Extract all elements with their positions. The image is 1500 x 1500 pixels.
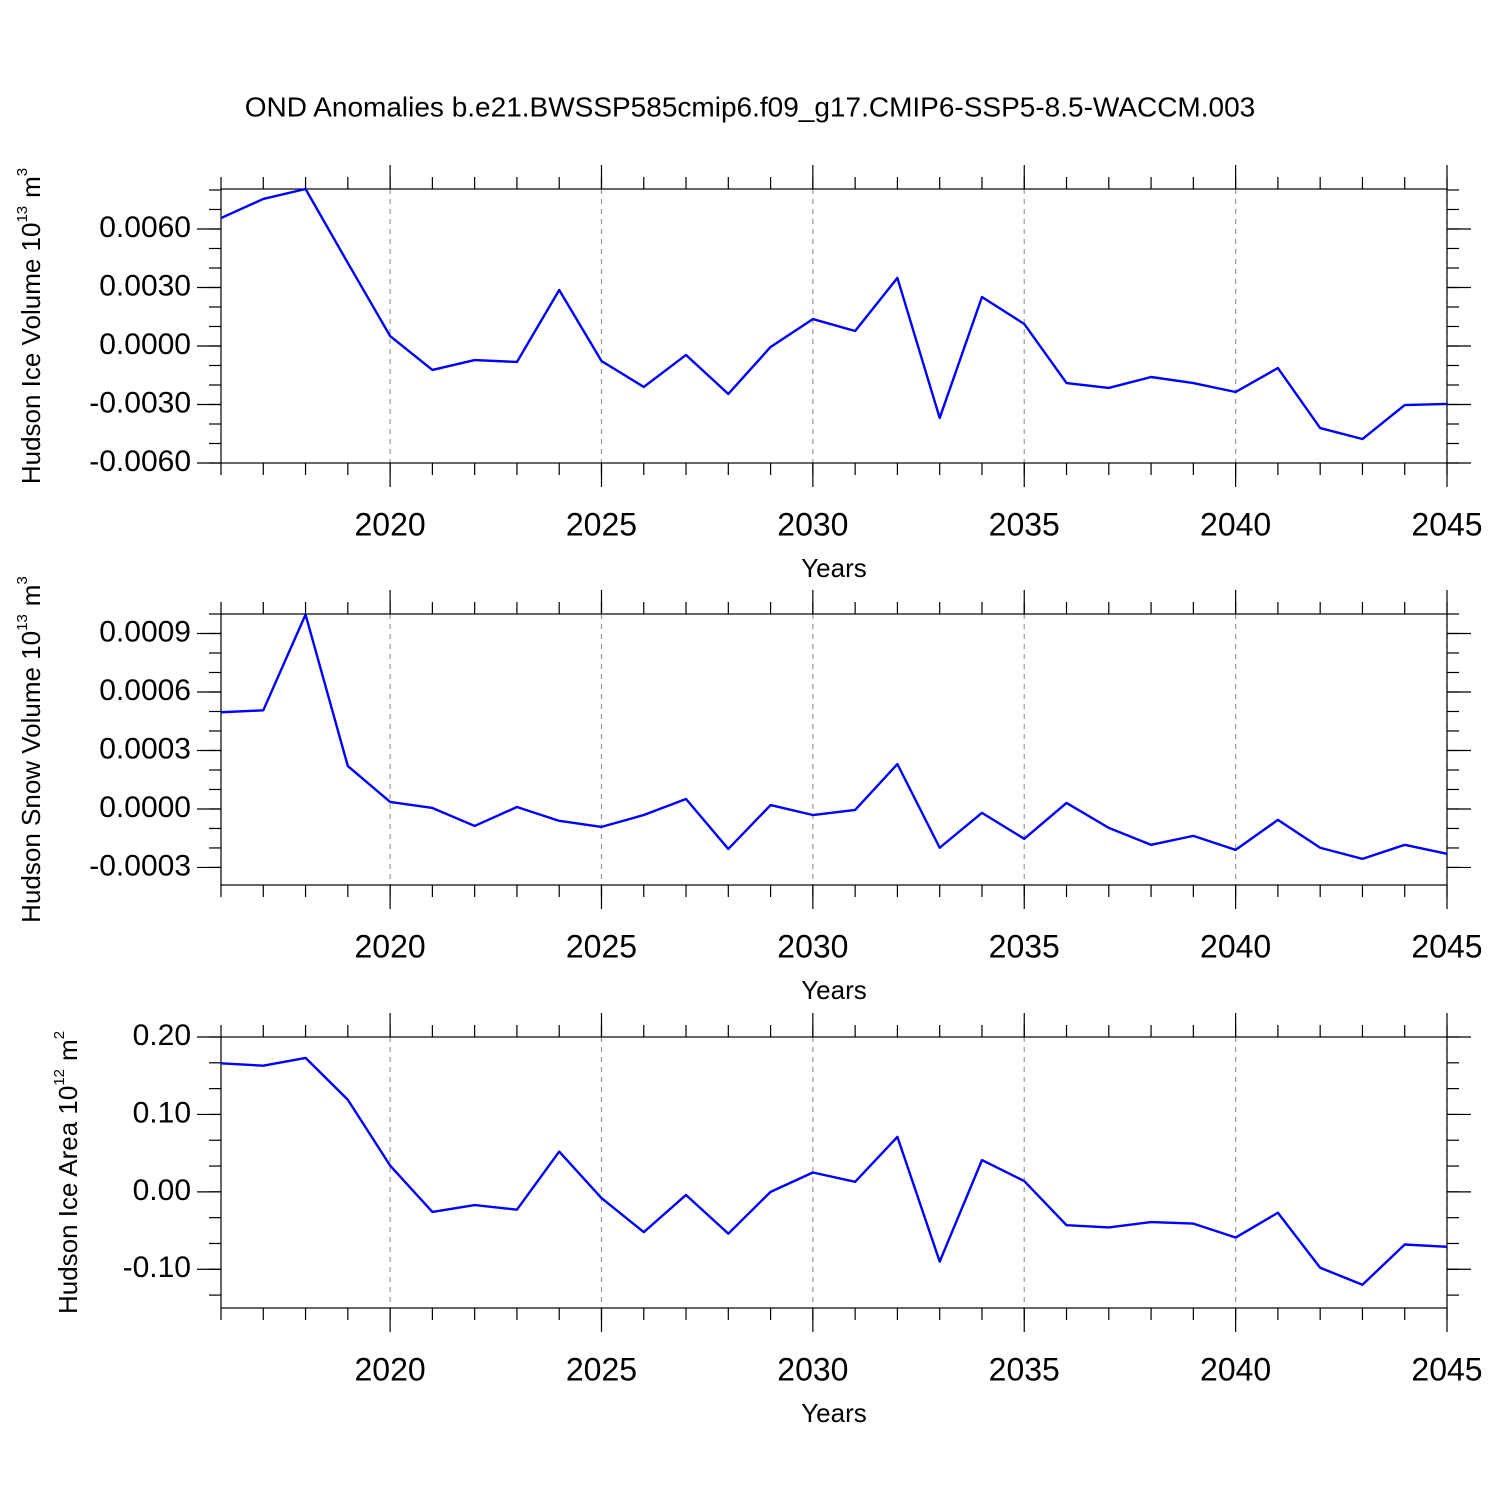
x-tick-label: 2040	[1200, 506, 1271, 542]
x-tick-label: 2030	[777, 506, 848, 542]
y-tick-label: 0.20	[133, 1019, 191, 1052]
x-tick-label: 2040	[1200, 1351, 1271, 1387]
y-axis-label-unit: m	[53, 1039, 83, 1061]
y-axis-label: Hudson Ice Area 1012 m2	[51, 1031, 83, 1314]
x-tick-label: 2020	[355, 506, 426, 542]
y-tick-label: 0.0006	[99, 674, 191, 707]
y-axis-label-text: Hudson Ice Volume 10	[16, 223, 46, 485]
y-tick-label: 0.0009	[99, 615, 191, 648]
x-axis-label: Years	[801, 1398, 867, 1428]
y-tick-label: -0.10	[123, 1251, 191, 1284]
x-tick-label: 2030	[777, 1351, 848, 1387]
y-tick-label: 0.0003	[99, 732, 191, 765]
x-tick-label: 2020	[355, 928, 426, 964]
y-tick-label: 0.0030	[99, 269, 191, 302]
y-tick-label: 0.0000	[99, 791, 191, 824]
data-line	[220, 187, 1448, 441]
y-axis-label-unit-exponent: 2	[51, 1031, 68, 1039]
x-axis-label: Years	[801, 553, 867, 583]
x-axis-label: Years	[801, 975, 867, 1005]
y-axis-label-text: Hudson Ice Area 10	[53, 1086, 83, 1314]
x-tick-label: 2025	[566, 1351, 637, 1387]
y-axis-label-unit: m	[16, 585, 46, 607]
y-axis-label: Hudson Ice Volume 1013 m3	[14, 168, 46, 484]
x-tick-label: 2035	[989, 1351, 1060, 1387]
y-axis-label-exponent: 13	[14, 206, 31, 223]
x-tick-label: 2040	[1200, 928, 1271, 964]
x-tick-label: 2035	[989, 506, 1060, 542]
y-axis-label-text: Hudson Snow Volume 10	[16, 631, 46, 923]
y-tick-label: 0.0000	[99, 328, 191, 361]
plot-frame	[220, 613, 1448, 886]
plot-frame	[220, 1036, 1448, 1309]
y-axis-label-unit: m	[16, 176, 46, 198]
y-axis-label-exponent: 12	[51, 1069, 68, 1086]
y-tick-label: 0.00	[133, 1174, 191, 1207]
y-axis-label: Hudson Snow Volume 1013 m3	[14, 576, 46, 923]
y-tick-label: 0.10	[133, 1096, 191, 1129]
x-tick-label: 2045	[1411, 928, 1482, 964]
x-tick-label: 2030	[777, 928, 848, 964]
y-tick-label: -0.0030	[89, 386, 191, 419]
y-tick-label: -0.0060	[89, 445, 191, 478]
y-tick-label: 0.0060	[99, 211, 191, 244]
y-axis-label-exponent: 13	[14, 614, 31, 631]
y-tick-label: -0.0003	[89, 849, 191, 882]
x-tick-label: 2045	[1411, 506, 1482, 542]
x-tick-label: 2045	[1411, 1351, 1482, 1387]
x-tick-label: 2035	[989, 928, 1060, 964]
y-axis-label-unit-exponent: 3	[14, 576, 31, 584]
plot-frame	[220, 188, 1448, 464]
y-axis-label-unit-exponent: 3	[14, 168, 31, 176]
x-tick-label: 2025	[566, 506, 637, 542]
figure-title: OND Anomalies b.e21.BWSSP585cmip6.f09_g1…	[245, 91, 1256, 122]
x-tick-label: 2020	[355, 1351, 426, 1387]
data-line	[220, 613, 1448, 861]
x-tick-label: 2025	[566, 928, 637, 964]
data-line	[220, 1056, 1448, 1286]
